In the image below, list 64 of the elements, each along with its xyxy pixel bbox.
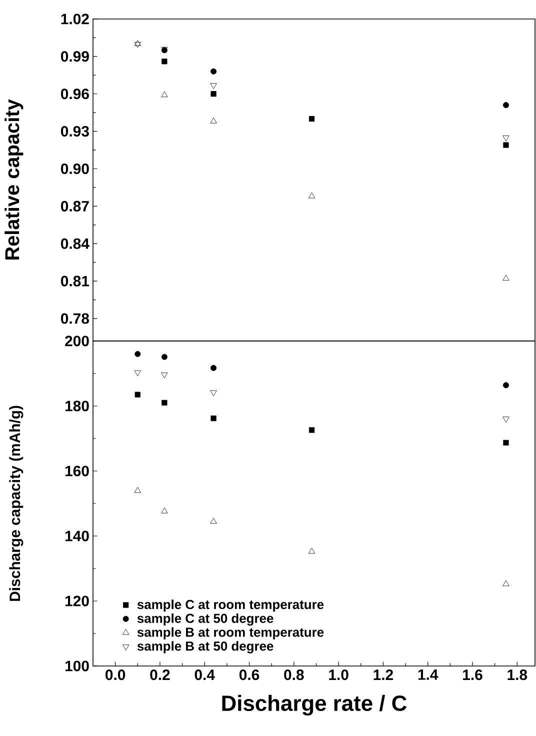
point <box>162 400 168 406</box>
point <box>134 42 141 48</box>
y-tick-label: 0.81 <box>60 276 90 286</box>
point <box>161 354 168 360</box>
x-tick-label: 0.2 <box>150 670 170 680</box>
point <box>210 390 217 396</box>
x-tick-label: 0.0 <box>106 670 126 680</box>
y-tick-label: 0.87 <box>60 200 89 212</box>
y-tick-label: 160 <box>65 466 89 476</box>
y-tick-label: 0.78 <box>60 313 90 324</box>
y-tick-label: 0.96 <box>60 88 89 100</box>
point <box>308 548 316 554</box>
point <box>210 118 217 124</box>
y-tick-label: 120 <box>65 596 89 606</box>
y-axis-title: Discharge capacity (mAh/g) <box>9 406 24 601</box>
point <box>308 427 315 433</box>
legend-label: sample B at room temperature <box>137 627 324 640</box>
y-tick-label: 0.90 <box>60 163 89 174</box>
point <box>134 40 141 46</box>
x-tick-label: 1.0 <box>329 670 348 680</box>
point <box>134 370 141 376</box>
x-tick-label: 0.8 <box>284 670 304 680</box>
point <box>502 102 509 108</box>
point <box>502 580 510 586</box>
point <box>502 382 509 388</box>
y-tick-label: 200 <box>65 336 89 346</box>
point <box>161 507 168 514</box>
legend-label: sample C at room temperature <box>137 600 324 612</box>
point <box>503 142 509 148</box>
point <box>210 518 217 524</box>
point <box>502 416 510 422</box>
legend-label: sample B at 50 degree <box>137 641 274 654</box>
legend-label: sample C at 50 degree <box>137 613 274 626</box>
y-tick-label: 100 <box>65 660 89 672</box>
x-tick-label: 1.2 <box>374 670 393 680</box>
point <box>308 116 315 122</box>
point <box>502 136 510 142</box>
point <box>503 440 509 446</box>
point <box>210 68 217 74</box>
point <box>134 392 140 398</box>
x-axis-title: Discharge rate / C <box>222 694 407 716</box>
point <box>134 487 141 493</box>
x-tick-label: 0.6 <box>239 670 260 680</box>
point <box>308 192 316 198</box>
point <box>134 350 141 357</box>
y-tick-label: 0.99 <box>60 51 89 62</box>
y-tick-label: 180 <box>65 400 89 412</box>
x-tick-label: 0.4 <box>194 670 215 680</box>
point <box>161 372 168 378</box>
point <box>210 364 217 371</box>
point <box>210 91 216 97</box>
y-tick-label: 0.84 <box>60 238 90 249</box>
point <box>210 83 217 89</box>
x-tick-label: 1.8 <box>508 670 528 680</box>
x-tick-label: 1.4 <box>418 670 438 680</box>
y-tick-label: 1.02 <box>61 14 89 24</box>
point <box>210 416 216 422</box>
point <box>161 91 168 98</box>
y-tick-label: 0.93 <box>60 126 89 137</box>
y-axis-title: Relative capacity <box>4 99 24 260</box>
point <box>162 58 168 64</box>
x-tick-label: 1.6 <box>463 670 482 680</box>
y-tick-label: 140 <box>65 530 89 542</box>
point <box>502 274 510 281</box>
